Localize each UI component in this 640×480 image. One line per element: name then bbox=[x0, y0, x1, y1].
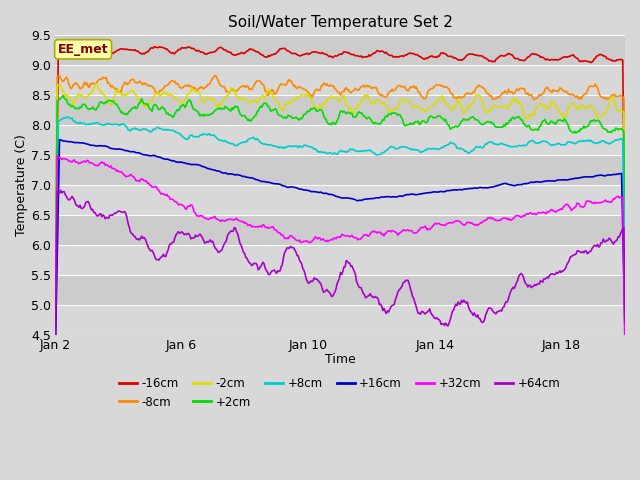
X-axis label: Time: Time bbox=[324, 353, 355, 366]
Legend: -16cm, -8cm, -2cm, +2cm, +8cm, +16cm, +32cm, +64cm: -16cm, -8cm, -2cm, +2cm, +8cm, +16cm, +3… bbox=[120, 377, 561, 408]
Bar bbox=[55, 245, 625, 275]
Title: Soil/Water Temperature Set 2: Soil/Water Temperature Set 2 bbox=[228, 15, 452, 30]
Bar bbox=[55, 125, 625, 155]
Bar bbox=[55, 65, 625, 95]
Bar bbox=[55, 185, 625, 215]
Y-axis label: Temperature (C): Temperature (C) bbox=[15, 134, 28, 236]
Bar bbox=[55, 275, 625, 305]
Bar bbox=[55, 305, 625, 335]
Text: EE_met: EE_met bbox=[58, 43, 108, 56]
Bar bbox=[55, 215, 625, 245]
Bar bbox=[55, 95, 625, 125]
Bar bbox=[55, 36, 625, 65]
Bar bbox=[55, 155, 625, 185]
